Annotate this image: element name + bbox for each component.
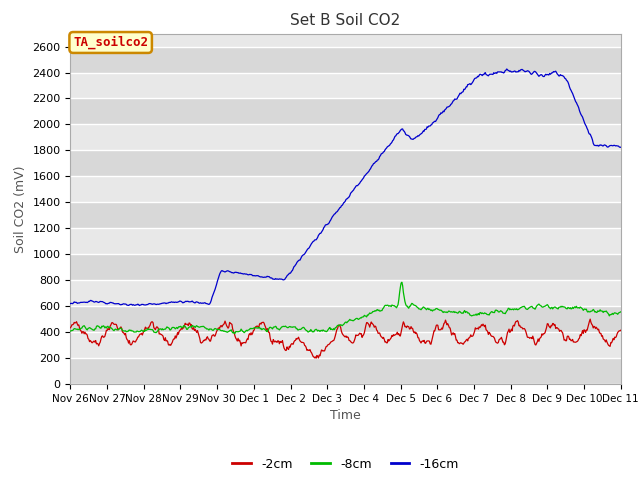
-16cm (219, 268, 227, 274)
Text: TA_soilco2: TA_soilco2 (73, 36, 148, 49)
-8cm (230, 331, 238, 336)
Legend: -2cm, -8cm, -16cm: -2cm, -8cm, -16cm (227, 453, 464, 476)
Bar (70, 150, 621, 176)
Bar (70, 332, 621, 358)
-2cm (312, 355, 320, 361)
Bar (70, 202, 621, 228)
-2cm (189, 326, 196, 332)
-8cm (617, 309, 625, 315)
Bar (70, 176, 621, 202)
-16cm (77, 300, 84, 305)
-8cm (430, 307, 438, 313)
-16cm (136, 303, 143, 309)
-2cm (429, 332, 437, 337)
-8cm (218, 328, 226, 334)
Title: Set B Soil CO2: Set B Soil CO2 (291, 13, 401, 28)
Bar (70, 358, 621, 384)
-2cm (67, 325, 74, 331)
-8cm (414, 305, 422, 311)
X-axis label: Time: Time (330, 409, 361, 422)
-8cm (398, 279, 406, 285)
Bar (70, 47, 621, 72)
Y-axis label: Soil CO2 (mV): Soil CO2 (mV) (14, 165, 27, 252)
-2cm (586, 316, 594, 322)
-8cm (77, 326, 84, 332)
-16cm (503, 66, 511, 72)
-8cm (189, 323, 196, 329)
-8cm (133, 328, 141, 334)
Bar (70, 98, 621, 124)
Line: -2cm: -2cm (70, 319, 621, 358)
-16cm (413, 134, 421, 140)
Bar (70, 228, 621, 254)
-2cm (77, 327, 84, 333)
Line: -16cm: -16cm (70, 69, 621, 306)
Bar (70, 72, 621, 98)
Bar (70, 124, 621, 150)
Bar (70, 280, 621, 306)
-2cm (413, 332, 421, 337)
-2cm (133, 336, 141, 342)
-16cm (617, 144, 625, 150)
Bar (70, 254, 621, 280)
-2cm (617, 327, 625, 333)
-2cm (218, 324, 226, 330)
-8cm (67, 328, 74, 334)
-16cm (429, 120, 437, 125)
Line: -8cm: -8cm (70, 282, 621, 334)
-16cm (190, 300, 198, 305)
Bar (70, 306, 621, 332)
-16cm (67, 300, 74, 306)
-16cm (133, 302, 141, 308)
